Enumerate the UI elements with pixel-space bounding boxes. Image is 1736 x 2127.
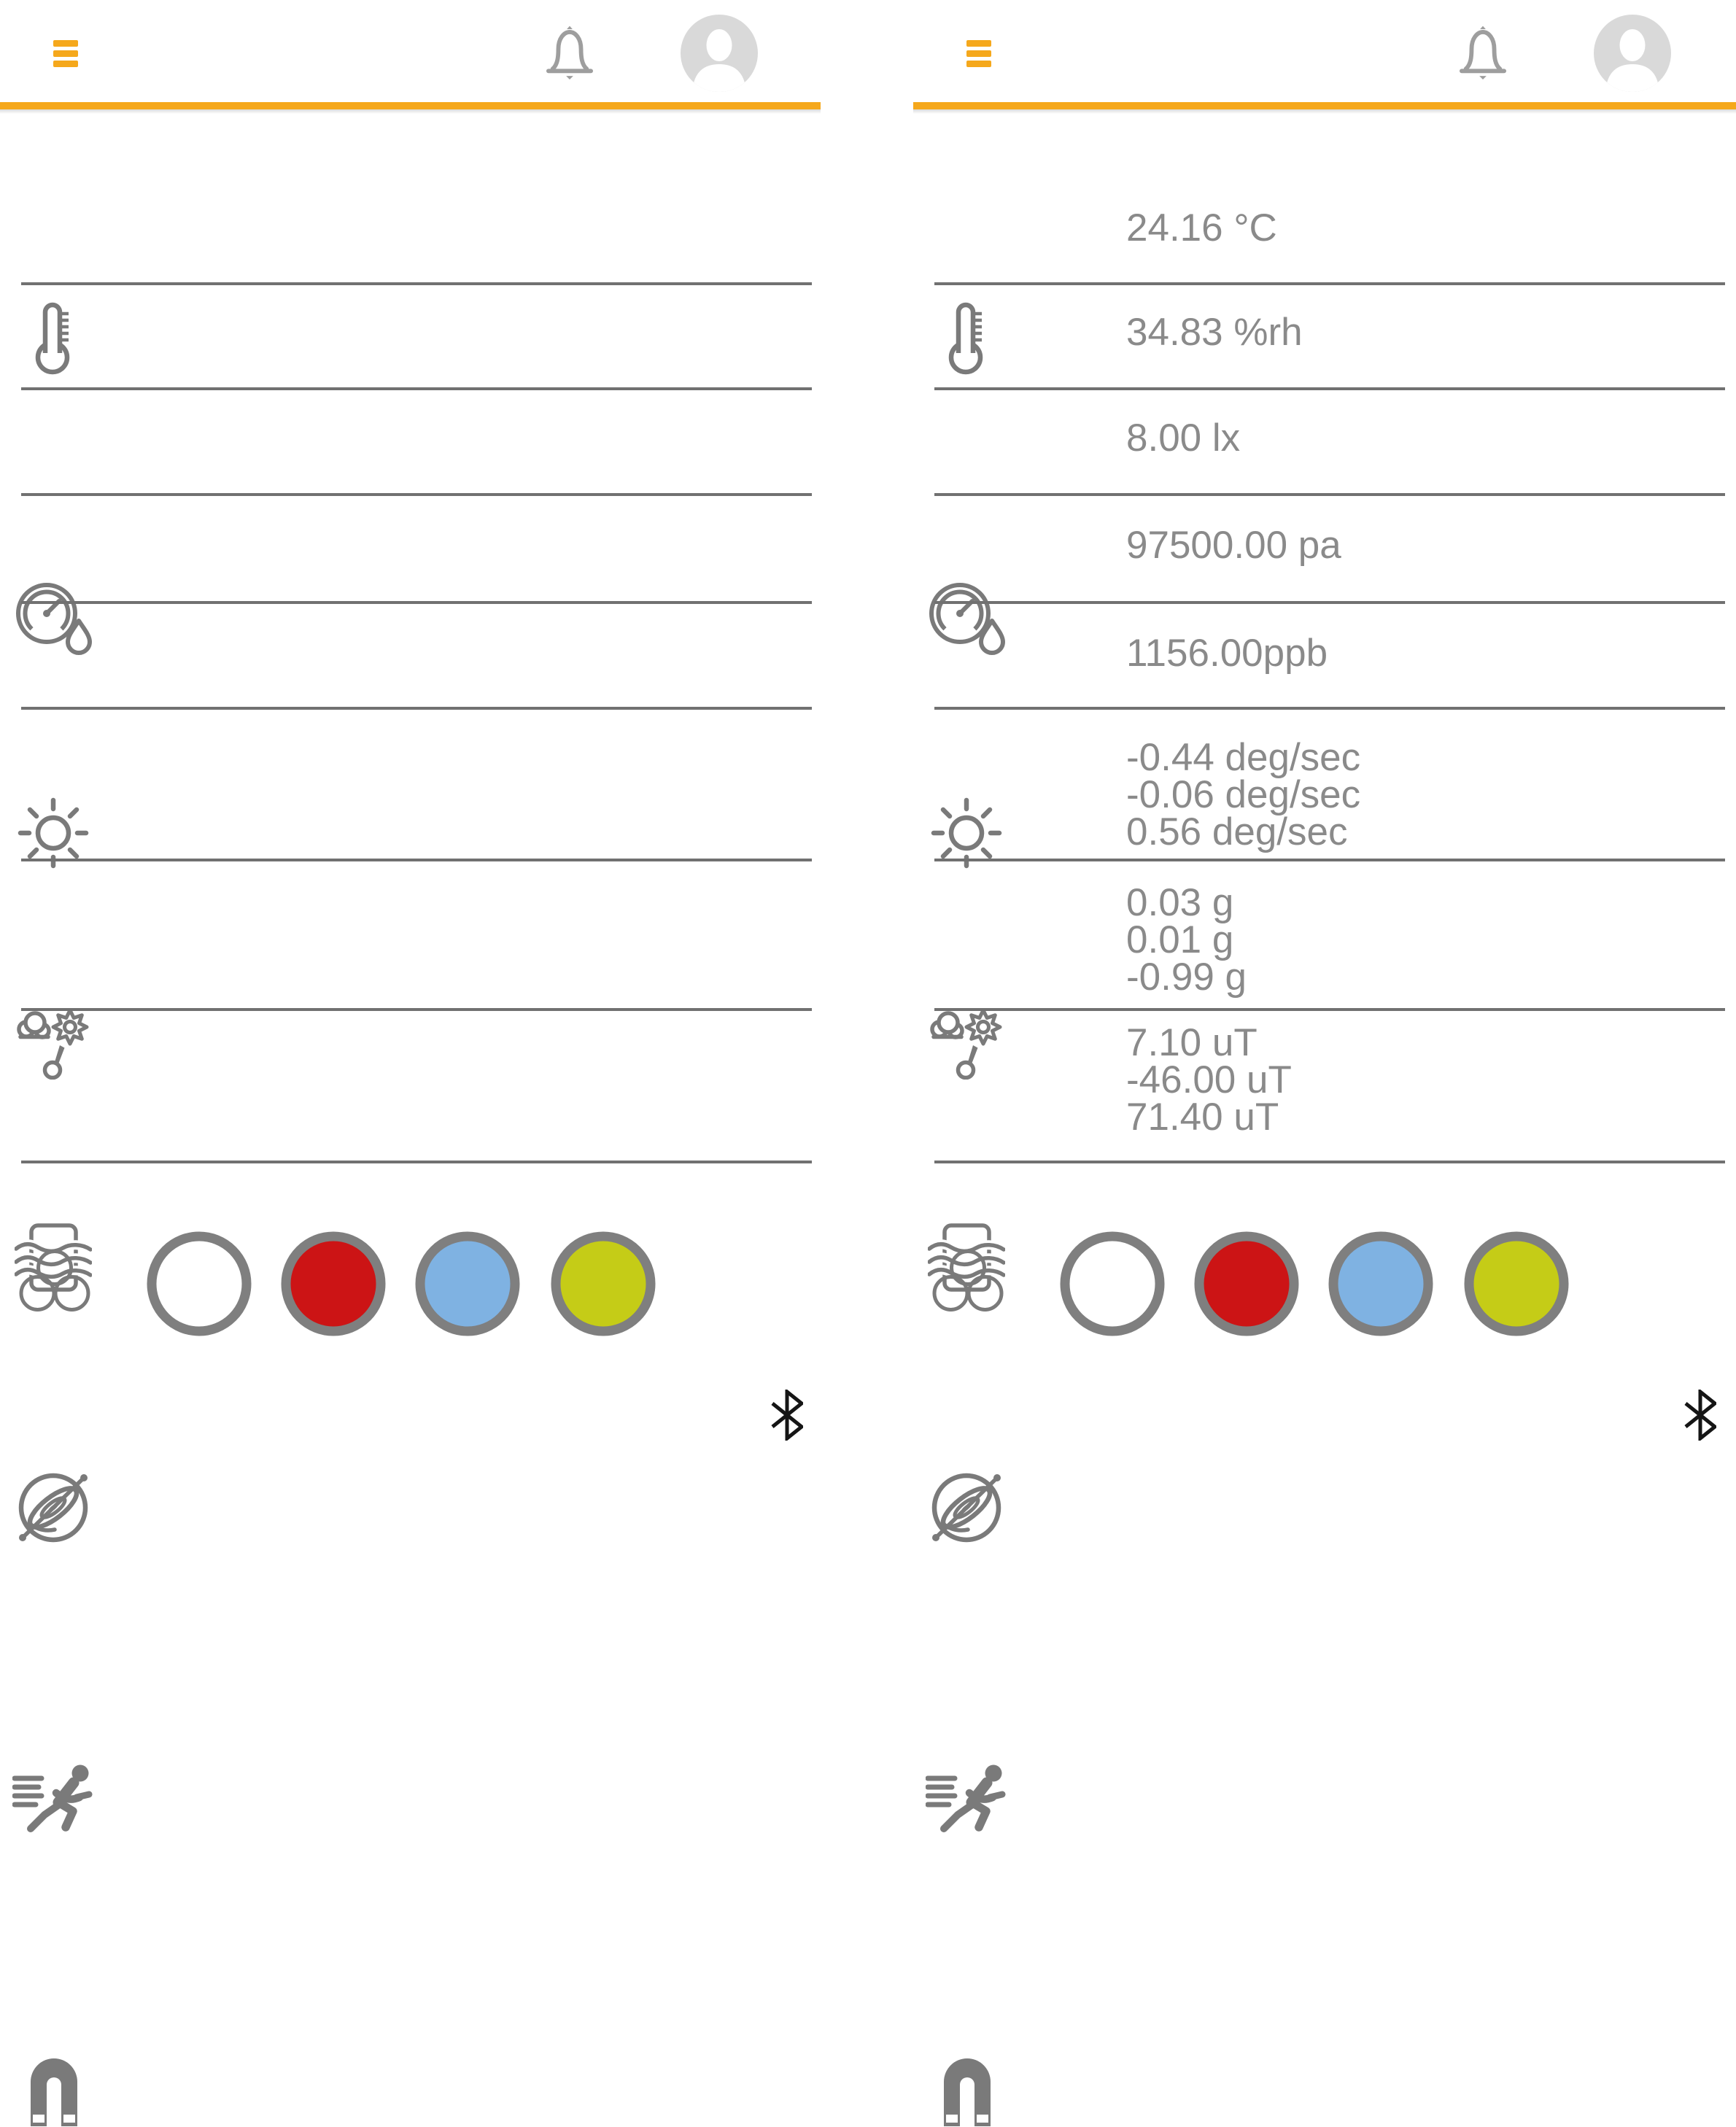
accent-divider [0, 102, 821, 109]
sensor-row-magnetometer[interactable] [0, 1011, 821, 1161]
user-avatar-icon[interactable] [681, 15, 758, 92]
led-option-yellow-green[interactable] [1464, 1231, 1569, 1336]
row-divider [21, 282, 812, 285]
sensor-row-pressure[interactable] [0, 496, 821, 601]
menu-icon[interactable] [53, 40, 78, 71]
sensor-row-magnetometer[interactable] [913, 1011, 1736, 1161]
menu-icon[interactable] [966, 40, 991, 71]
led-option-yellow-green[interactable] [551, 1231, 656, 1336]
row-divider [934, 1008, 1725, 1011]
sensor-row-light[interactable] [913, 390, 1736, 493]
air-quality-value: 1156.00ppb [1126, 632, 1328, 675]
magnet-icon [937, 2053, 998, 2127]
led-option-white[interactable] [147, 1231, 252, 1336]
magnetometer-value: 7.10 uT -46.00 uT 71.40 uT [1126, 1021, 1292, 1139]
sensor-row-humidity[interactable] [913, 285, 1736, 387]
bell-icon[interactable] [1459, 25, 1507, 83]
sensor-row-temperature[interactable] [0, 111, 821, 282]
led-option-red[interactable] [281, 1231, 386, 1336]
gyroscope-icon [929, 1468, 1004, 1544]
user-avatar-icon[interactable] [1594, 15, 1671, 92]
row-divider [934, 859, 1725, 861]
row-divider [21, 859, 812, 861]
led-option-blue[interactable] [1328, 1231, 1433, 1336]
sensor-row-accelerometer[interactable] [913, 861, 1736, 1008]
accelerometer-runner-icon [12, 1762, 93, 1835]
row-divider [934, 282, 1725, 285]
phone-screen-left [0, 0, 821, 1465]
bluetooth-icon [1684, 1390, 1716, 1441]
temperature-value: 24.16 °C [1126, 206, 1277, 249]
row-divider [934, 707, 1725, 710]
sensor-row-air-quality[interactable] [0, 604, 821, 707]
gyroscope-icon [16, 1468, 90, 1544]
accelerometer-runner-icon [926, 1762, 1006, 1835]
sensor-row-humidity[interactable] [0, 285, 821, 387]
gyroscope-value: -0.44 deg/sec -0.06 deg/sec 0.56 deg/sec [1126, 736, 1361, 853]
row-divider [21, 387, 812, 390]
row-divider [21, 1161, 812, 1163]
led-option-white[interactable] [1060, 1231, 1165, 1336]
row-divider [934, 1161, 1725, 1163]
magnet-icon [23, 2053, 85, 2127]
led-option-red[interactable] [1194, 1231, 1299, 1336]
rgb-circles-icon [14, 1250, 96, 1314]
sensor-row-accelerometer[interactable] [0, 861, 821, 1008]
accelerometer-value: 0.03 g 0.01 g -0.99 g [1126, 881, 1247, 999]
bell-icon[interactable] [546, 25, 594, 83]
rgb-circles-icon [927, 1250, 1009, 1314]
light-value: 8.00 lx [1126, 417, 1241, 460]
row-divider [934, 493, 1725, 496]
row-divider [21, 707, 812, 710]
bluetooth-icon [771, 1390, 803, 1441]
pressure-value: 97500.00 pa [1126, 524, 1341, 567]
row-divider [21, 601, 812, 604]
accent-divider [913, 102, 1736, 109]
row-divider [21, 493, 812, 496]
humidity-value: 34.83 %rh [1126, 311, 1303, 354]
sensor-row-gyroscope[interactable] [0, 710, 821, 859]
sensor-row-light[interactable] [0, 390, 821, 493]
sensor-row-temperature[interactable] [913, 111, 1736, 282]
phone-screen-right: 24.16 °C 34.83 %rh 8.00 lx 97500.00 pa 1… [913, 0, 1736, 1465]
led-option-blue[interactable] [415, 1231, 520, 1336]
row-divider [21, 1008, 812, 1011]
row-divider [934, 601, 1725, 604]
row-divider [934, 387, 1725, 390]
